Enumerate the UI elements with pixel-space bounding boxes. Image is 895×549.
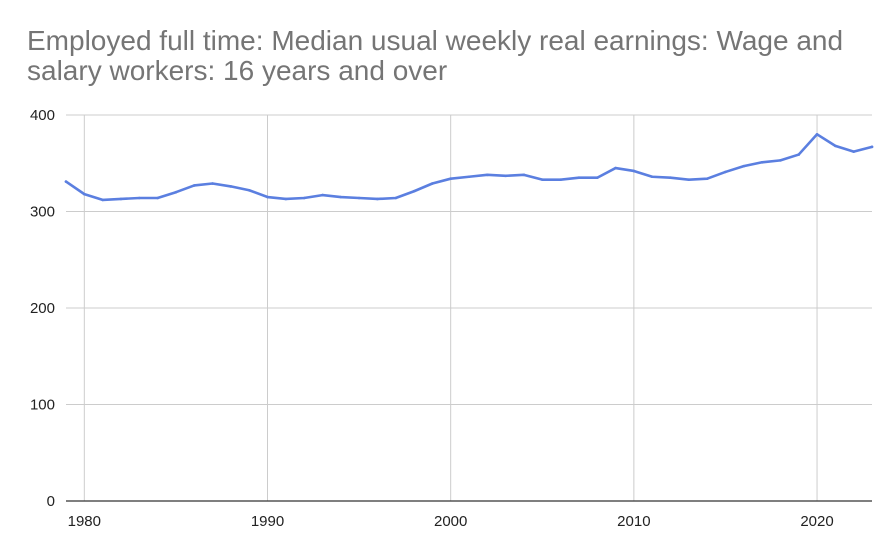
data-point <box>412 189 416 193</box>
data-point <box>83 192 86 196</box>
data-point <box>779 159 782 162</box>
gridlines <box>66 114 872 501</box>
data-point <box>815 133 819 136</box>
data-point <box>559 178 562 181</box>
series-layer <box>64 133 874 202</box>
data-point <box>724 170 727 174</box>
data-point <box>467 175 471 179</box>
data-point <box>852 150 855 153</box>
data-point <box>834 144 837 148</box>
data-point <box>632 169 636 173</box>
x-tick-label: 1980 <box>68 513 101 530</box>
x-tick-label: 2020 <box>800 513 833 530</box>
series-line <box>64 133 874 202</box>
y-tick-label: 100 <box>30 397 55 414</box>
data-point <box>650 175 654 179</box>
x-tick-label: 2010 <box>617 513 650 530</box>
data-point <box>431 182 434 185</box>
data-point <box>522 173 526 177</box>
y-tick-label: 400 <box>30 107 55 124</box>
data-point <box>742 164 746 168</box>
data-point <box>577 176 581 180</box>
data-point <box>376 197 379 201</box>
data-point <box>797 153 801 156</box>
x-tick-label: 2000 <box>434 513 467 530</box>
data-point <box>687 178 691 181</box>
y-tick-label: 200 <box>30 300 55 317</box>
y-tick-label: 300 <box>30 204 55 221</box>
data-point <box>192 184 196 187</box>
data-point <box>449 177 452 180</box>
data-point <box>211 182 214 185</box>
data-point <box>357 196 361 200</box>
data-point <box>339 195 343 199</box>
data-point <box>595 176 599 180</box>
chart-title: Employed full time: Median usual weekly … <box>27 25 844 86</box>
data-point <box>101 198 104 202</box>
data-point <box>321 193 324 197</box>
data-point <box>137 196 141 200</box>
data-point <box>760 160 764 164</box>
data-point <box>229 185 233 188</box>
data-point <box>156 196 159 200</box>
data-point <box>504 174 507 178</box>
x-tick-label: 1990 <box>251 513 284 530</box>
data-point <box>119 197 123 201</box>
data-point <box>302 196 306 200</box>
data-point <box>540 178 544 181</box>
data-point <box>266 195 269 199</box>
data-point <box>394 196 398 200</box>
data-point <box>705 177 709 180</box>
tick-labels: 0 100 200 300 400 1980 1990 2000 2010 2020 <box>30 107 834 530</box>
data-point <box>614 166 617 170</box>
data-point <box>64 180 68 183</box>
data-point <box>174 190 178 194</box>
data-point <box>486 173 489 177</box>
data-point <box>870 145 874 149</box>
data-point <box>284 197 288 201</box>
data-point <box>247 188 251 192</box>
y-tick-label: 0 <box>47 493 55 510</box>
data-point <box>669 176 672 180</box>
